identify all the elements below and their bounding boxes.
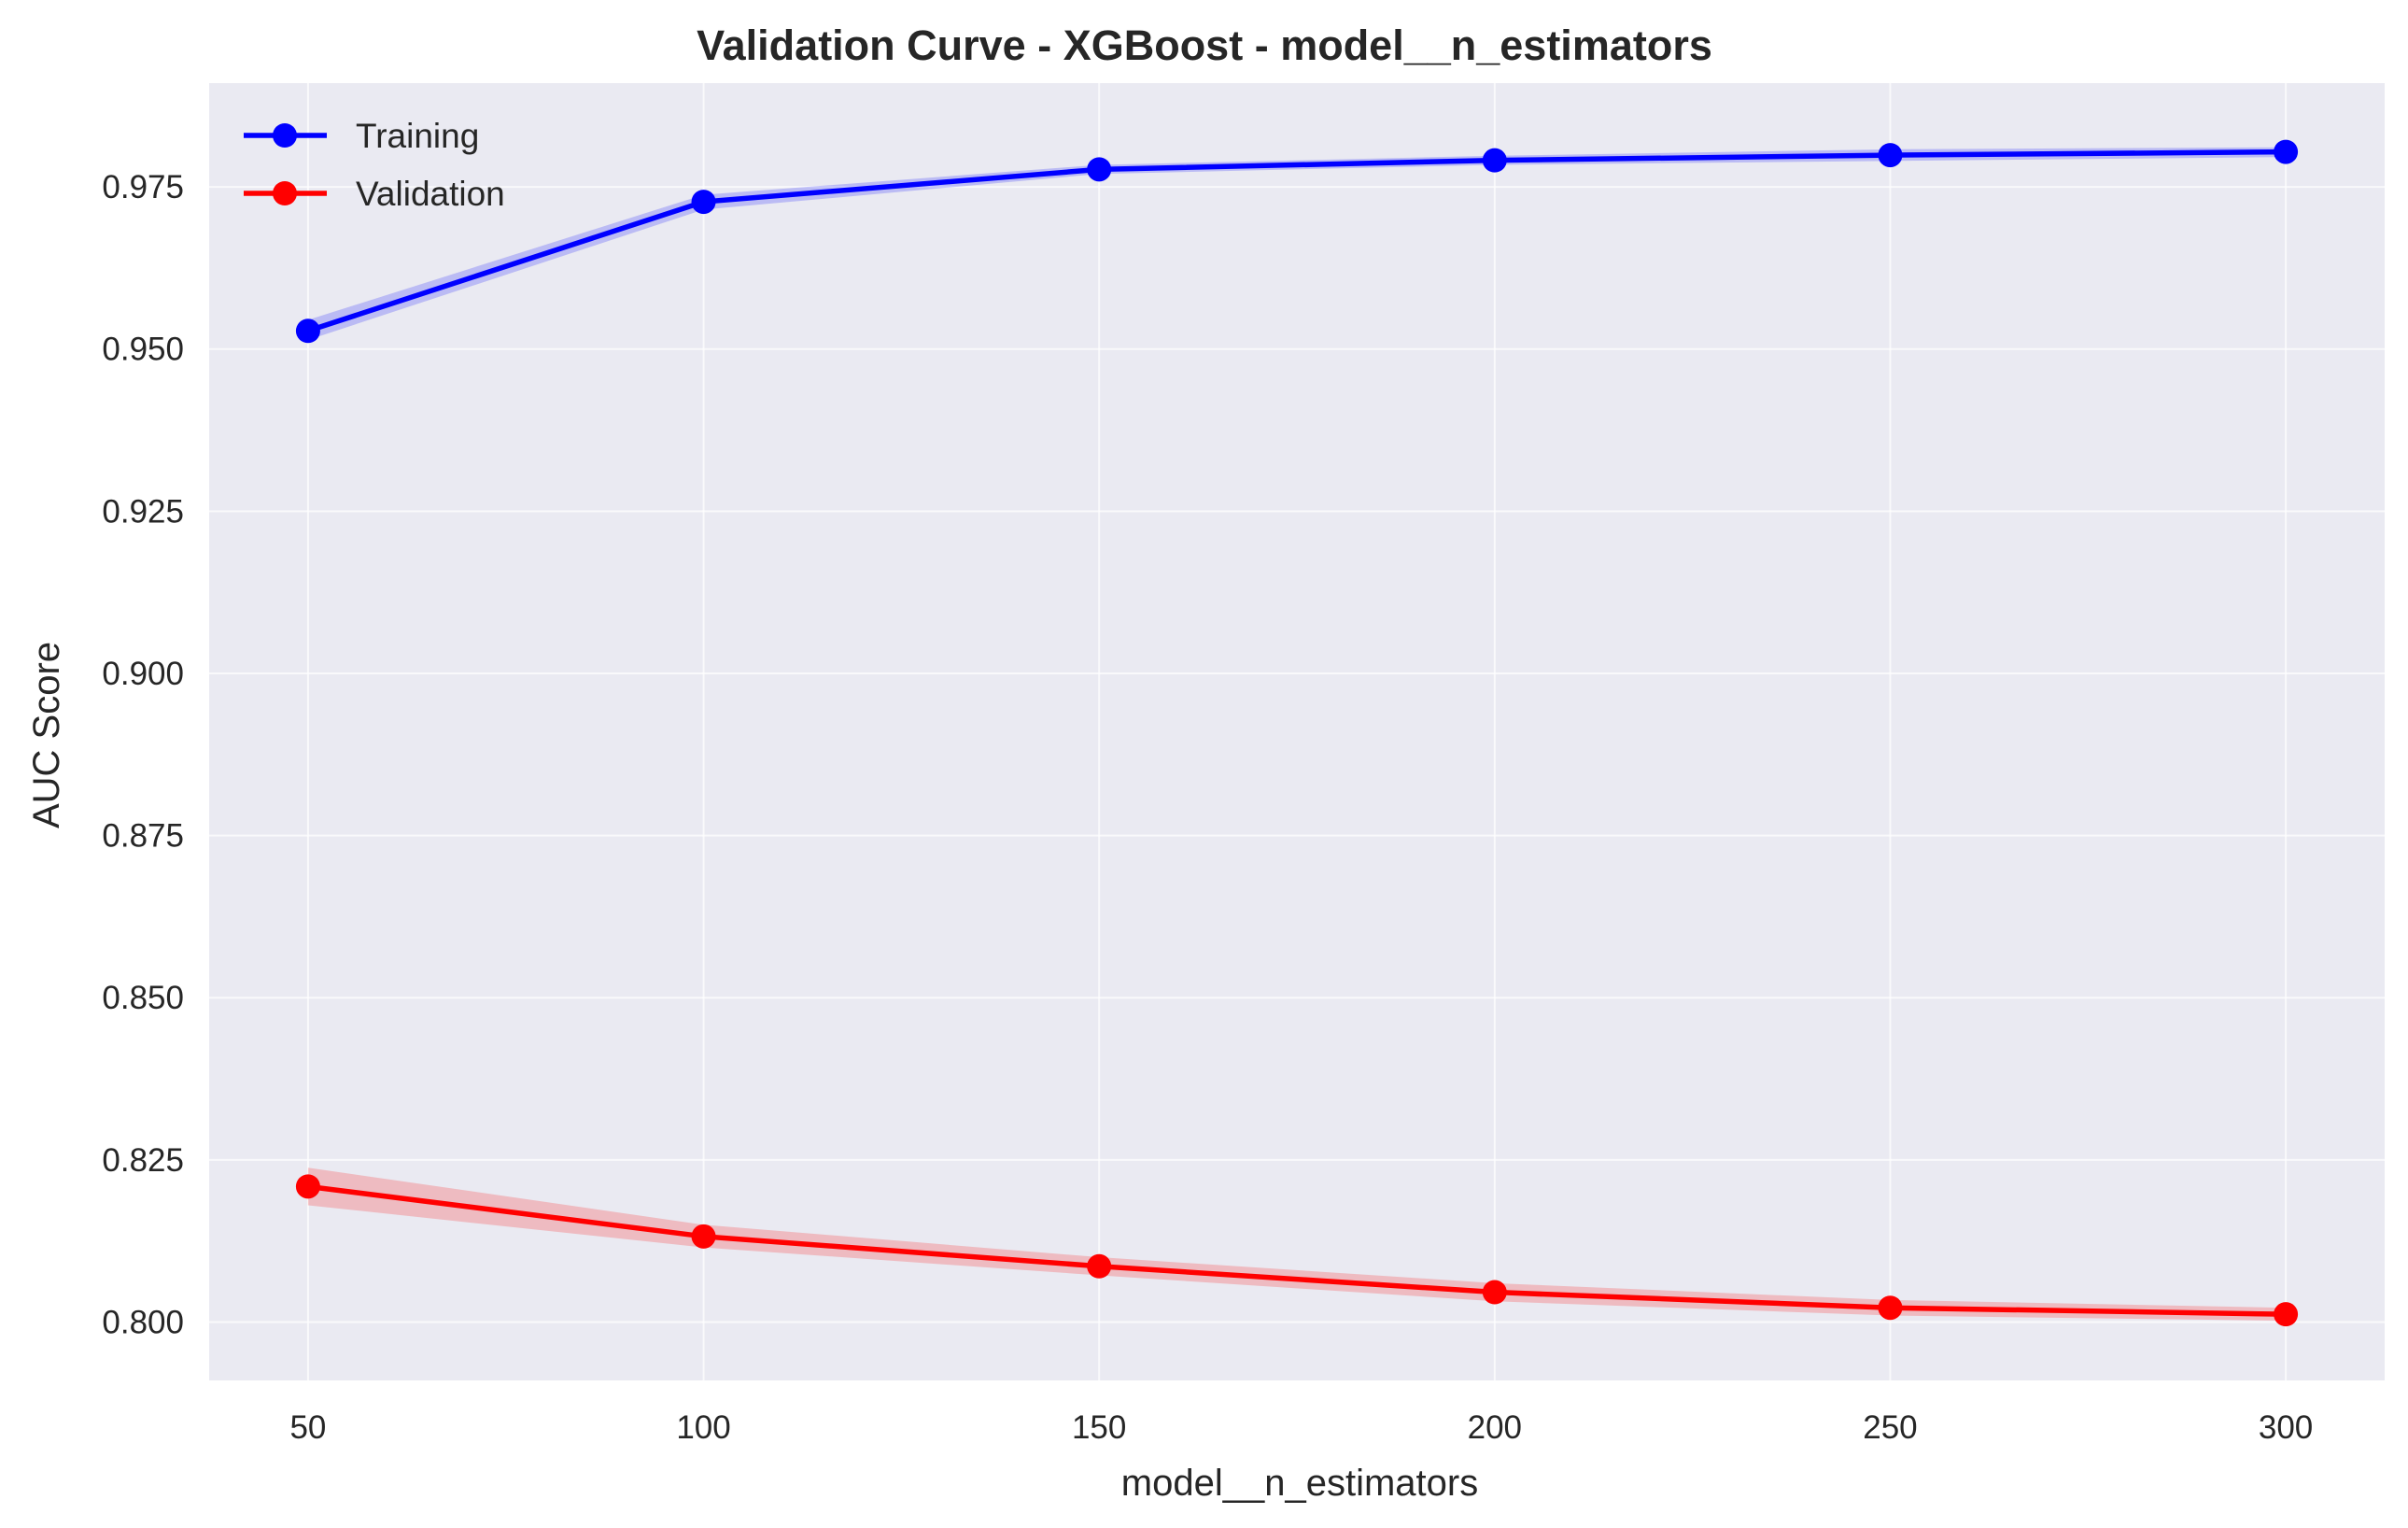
legend-label-training: Training	[356, 117, 479, 155]
y-tick-label: 0.850	[102, 980, 184, 1016]
series-lines	[307, 149, 2287, 1317]
legend-item-training: Training	[244, 117, 479, 155]
y-tick-label: 0.875	[102, 818, 184, 855]
y-tick-label: 0.800	[102, 1304, 184, 1340]
training-data-point	[1482, 148, 1507, 173]
training-data-point	[2274, 139, 2299, 164]
x-tick-label: 200	[1468, 1409, 1522, 1446]
legend: Training Validation	[244, 117, 505, 213]
x-tick-label: 50	[289, 1409, 326, 1446]
x-tick-label: 150	[1072, 1409, 1126, 1446]
legend-marker-validation	[273, 181, 297, 205]
y-axis-label: AUC Score	[26, 642, 67, 828]
training-data-point	[1087, 157, 1112, 182]
validation-data-point	[2274, 1302, 2299, 1327]
validation-data-point	[295, 1174, 320, 1199]
legend-item-validation: Validation	[244, 175, 505, 213]
x-tick-label: 250	[1863, 1409, 1917, 1446]
legend-marker-training	[273, 123, 297, 148]
legend-label-validation: Validation	[356, 175, 505, 213]
validation-data-point	[691, 1224, 716, 1249]
series-markers	[295, 139, 2299, 1327]
y-tick-labels: 0.800 0.825 0.850 0.875 0.900 0.925 0.950 0.975	[102, 169, 184, 1340]
training-data-point	[691, 190, 716, 215]
plot-area	[209, 83, 2385, 1380]
x-tick-label: 300	[2259, 1409, 2313, 1446]
y-tick-label: 0.975	[102, 169, 184, 205]
y-tick-label: 0.825	[102, 1142, 184, 1179]
validation-series-line	[307, 1183, 2287, 1317]
training-data-point	[1878, 143, 1903, 168]
validation-data-point	[1878, 1295, 1903, 1321]
training-data-point	[295, 318, 320, 344]
chart-title: Validation Curve - XGBoost - model__n_es…	[697, 21, 1712, 69]
x-tick-label: 100	[676, 1409, 730, 1446]
y-tick-label: 0.925	[102, 493, 184, 530]
y-tick-label: 0.900	[102, 656, 184, 692]
validation-data-point	[1087, 1253, 1112, 1279]
x-tick-labels: 50 100 150 200 250 300	[289, 1409, 2313, 1446]
y-tick-label: 0.950	[102, 332, 184, 368]
grid-lines	[209, 83, 2385, 1380]
training-series-line	[307, 149, 2287, 333]
x-axis-label: model__n_estimators	[1121, 1463, 1478, 1504]
validation-data-point	[1482, 1280, 1507, 1305]
